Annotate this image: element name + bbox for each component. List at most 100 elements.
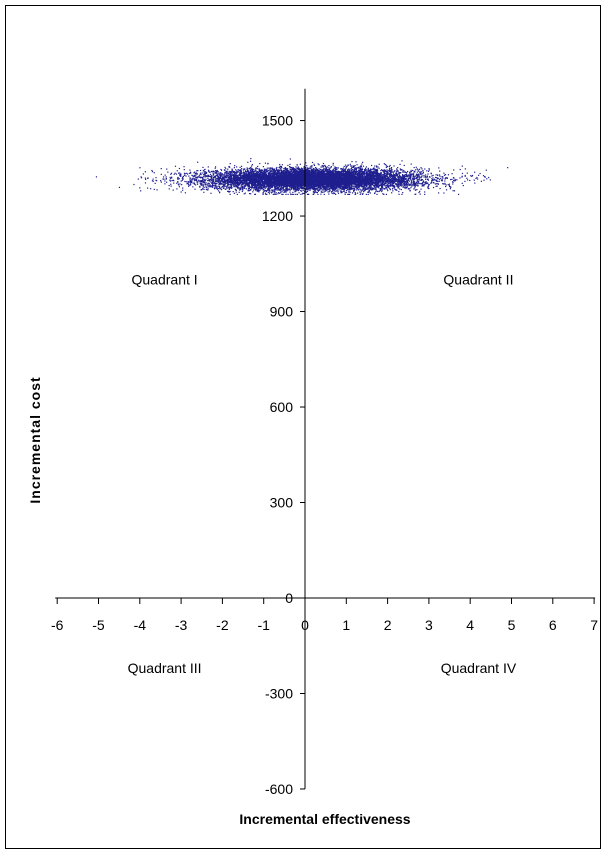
data-point xyxy=(139,167,141,169)
data-point xyxy=(448,184,450,187)
data-point xyxy=(190,181,193,184)
data-point xyxy=(312,186,314,188)
data-point xyxy=(371,172,373,174)
data-point xyxy=(229,175,232,177)
data-point xyxy=(211,185,213,187)
data-point xyxy=(278,175,280,178)
data-point xyxy=(171,177,173,179)
data-point xyxy=(475,177,477,180)
data-point xyxy=(224,179,226,182)
data-point xyxy=(274,189,276,191)
data-point xyxy=(328,189,330,191)
data-point xyxy=(332,193,334,195)
data-point xyxy=(243,168,245,170)
data-point xyxy=(277,189,279,191)
data-point xyxy=(255,169,257,171)
data-point xyxy=(354,164,356,167)
data-point xyxy=(220,180,223,182)
data-point xyxy=(327,188,329,190)
data-point xyxy=(367,169,369,171)
data-point xyxy=(255,168,257,170)
data-point xyxy=(257,171,260,173)
data-point xyxy=(189,171,192,173)
data-point xyxy=(235,189,237,191)
data-point xyxy=(417,182,419,184)
data-point xyxy=(391,182,393,184)
data-point xyxy=(337,190,339,192)
data-point xyxy=(385,183,387,185)
data-point xyxy=(269,169,271,171)
data-point xyxy=(224,176,226,179)
data-point xyxy=(278,192,281,194)
data-point xyxy=(403,178,405,181)
data-point xyxy=(252,191,254,193)
data-point xyxy=(372,178,374,180)
data-point xyxy=(271,172,274,175)
data-point xyxy=(330,191,333,193)
data-point xyxy=(348,191,350,193)
data-point xyxy=(400,169,403,171)
data-point xyxy=(209,175,212,177)
data-point xyxy=(294,175,296,177)
data-point xyxy=(346,181,348,183)
data-point xyxy=(344,187,346,189)
data-point xyxy=(358,184,360,186)
data-point xyxy=(325,186,327,189)
data-point xyxy=(307,188,309,190)
data-point xyxy=(418,170,420,172)
data-point xyxy=(384,184,386,186)
data-point xyxy=(191,179,193,181)
data-point xyxy=(212,183,214,186)
data-point xyxy=(422,170,424,172)
data-point xyxy=(431,175,433,177)
data-point xyxy=(350,167,353,170)
data-point xyxy=(231,187,233,189)
data-point xyxy=(350,165,352,167)
data-point xyxy=(183,172,186,174)
data-point xyxy=(174,172,176,174)
data-point xyxy=(335,190,337,192)
data-point xyxy=(317,186,319,188)
data-point xyxy=(251,163,254,166)
data-point xyxy=(341,187,343,189)
data-point xyxy=(443,172,445,174)
data-point xyxy=(352,172,354,174)
data-point xyxy=(196,170,198,172)
data-point xyxy=(345,190,348,192)
data-point xyxy=(401,160,403,162)
data-point xyxy=(328,173,330,176)
data-point xyxy=(420,172,422,174)
data-point xyxy=(409,188,411,190)
data-point xyxy=(227,172,229,174)
data-point xyxy=(331,171,333,173)
data-point xyxy=(366,170,368,172)
data-point xyxy=(207,177,209,180)
data-point xyxy=(395,172,398,175)
data-point xyxy=(247,187,250,190)
data-point xyxy=(377,169,379,172)
data-point xyxy=(268,174,270,176)
data-point xyxy=(252,180,254,182)
data-point xyxy=(270,171,273,173)
data-point xyxy=(409,172,411,174)
data-point xyxy=(381,174,383,176)
data-point xyxy=(365,166,368,168)
data-point xyxy=(153,172,155,174)
data-point xyxy=(333,170,335,172)
data-point xyxy=(327,173,329,175)
data-point xyxy=(200,180,202,182)
data-point xyxy=(332,162,334,164)
data-point xyxy=(225,172,227,174)
data-point xyxy=(191,174,193,176)
data-point xyxy=(265,185,267,187)
data-point xyxy=(228,170,230,173)
data-point xyxy=(425,182,427,185)
data-point xyxy=(355,167,358,169)
data-point xyxy=(261,169,264,171)
data-point xyxy=(310,165,312,167)
data-point xyxy=(337,191,339,193)
data-point xyxy=(293,167,295,170)
data-point xyxy=(301,190,303,192)
data-point xyxy=(207,185,209,187)
data-point xyxy=(398,171,400,174)
